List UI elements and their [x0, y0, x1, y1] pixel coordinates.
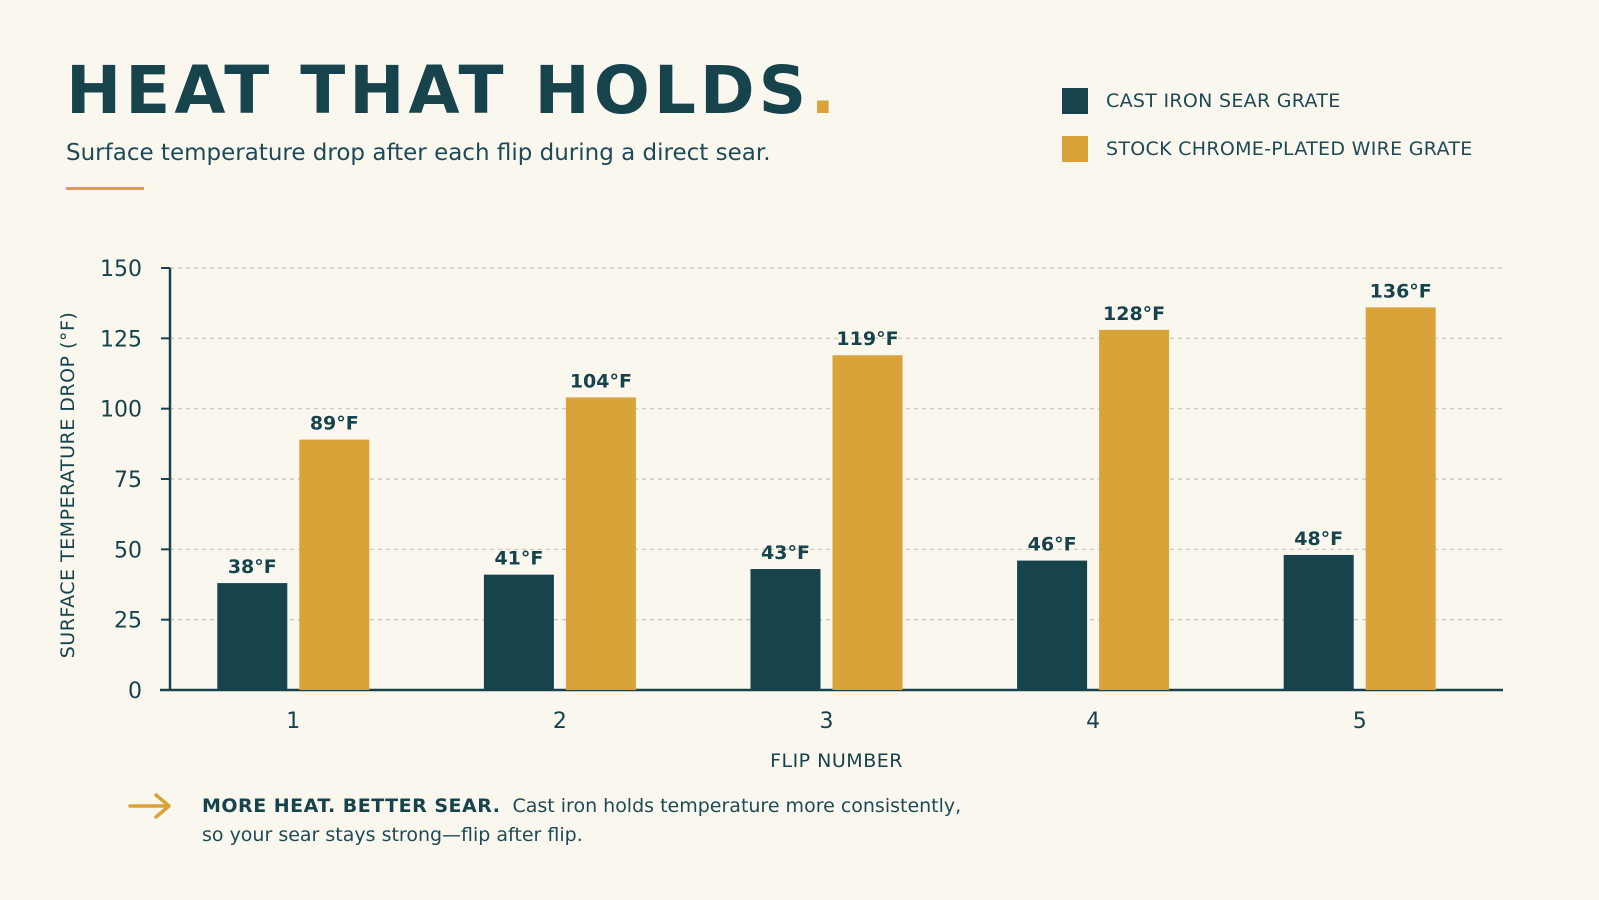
accent-rule — [66, 187, 144, 190]
y-axis-title: SURFACE TEMPERATURE DROP (°F) — [57, 312, 79, 659]
bar-cast-iron-3 — [750, 569, 821, 690]
y-tick-label-125: 125 — [100, 327, 142, 352]
data-label-cast-iron-2: 41°F — [494, 548, 543, 570]
data-label-stock-2: 104°F — [570, 370, 632, 392]
legend-label-stock: STOCK CHROME-PLATED WIRE GRATE — [1106, 138, 1473, 160]
bar-stock-4 — [1099, 329, 1170, 690]
y-tick-label-25: 25 — [114, 609, 142, 634]
data-label-cast-iron-4: 46°F — [1028, 534, 1077, 556]
y-tick-label-50: 50 — [114, 538, 142, 563]
data-label-stock-1: 89°F — [310, 413, 359, 435]
note-body: Cast iron holds temperature more consist… — [202, 795, 962, 846]
x-tick-label-5: 5 — [1353, 709, 1367, 734]
data-label-cast-iron-5: 48°F — [1294, 528, 1343, 550]
data-label-stock-3: 119°F — [836, 328, 898, 350]
legend-item-cast-iron: CAST IRON SEAR GRATE — [1062, 88, 1473, 114]
chart-title-text: HEAT THAT HOLDS — [66, 52, 811, 129]
y-tick-label-100: 100 — [100, 398, 142, 423]
chart-subtitle: Surface temperature drop after each flip… — [66, 140, 771, 166]
note-headline: MORE HEAT. BETTER SEAR. — [202, 795, 501, 817]
data-label-stock-5: 136°F — [1370, 280, 1432, 302]
arrow-right-icon — [128, 793, 171, 819]
legend-swatch-stock — [1062, 136, 1088, 162]
bar-cast-iron-4 — [1017, 560, 1088, 690]
x-tick-label-4: 4 — [1086, 709, 1100, 734]
bar-cast-iron-2 — [483, 574, 554, 690]
data-label-cast-iron-1: 38°F — [228, 556, 277, 578]
y-tick-label-150: 150 — [100, 257, 142, 282]
bar-cast-iron-5 — [1283, 554, 1354, 690]
legend: CAST IRON SEAR GRATE STOCK CHROME-PLATED… — [1062, 88, 1473, 184]
data-label-cast-iron-3: 43°F — [761, 542, 810, 564]
bar-stock-3 — [832, 355, 903, 690]
bar-stock-1 — [299, 439, 370, 690]
bar-stock-2 — [565, 397, 636, 690]
bar-cast-iron-1 — [217, 583, 288, 690]
data-label-stock-4: 128°F — [1103, 303, 1165, 325]
x-tick-label-3: 3 — [820, 709, 834, 734]
legend-swatch-cast-iron — [1062, 88, 1088, 114]
title-accent-dot: . — [810, 52, 840, 129]
callout-note: MORE HEAT. BETTER SEAR. Cast iron holds … — [128, 792, 962, 850]
legend-item-stock: STOCK CHROME-PLATED WIRE GRATE — [1062, 136, 1473, 162]
note-text-block: MORE HEAT. BETTER SEAR. Cast iron holds … — [202, 792, 962, 850]
bar-stock-5 — [1365, 307, 1436, 690]
x-tick-label-2: 2 — [553, 709, 567, 734]
legend-label-cast-iron: CAST IRON SEAR GRATE — [1106, 90, 1341, 112]
x-axis-title: FLIP NUMBER — [770, 750, 903, 772]
y-tick-label-75: 75 — [114, 468, 142, 493]
y-tick-label-0: 0 — [128, 679, 142, 704]
x-tick-label-1: 1 — [286, 709, 300, 734]
chart-title: HEAT THAT HOLDS. — [66, 58, 839, 124]
